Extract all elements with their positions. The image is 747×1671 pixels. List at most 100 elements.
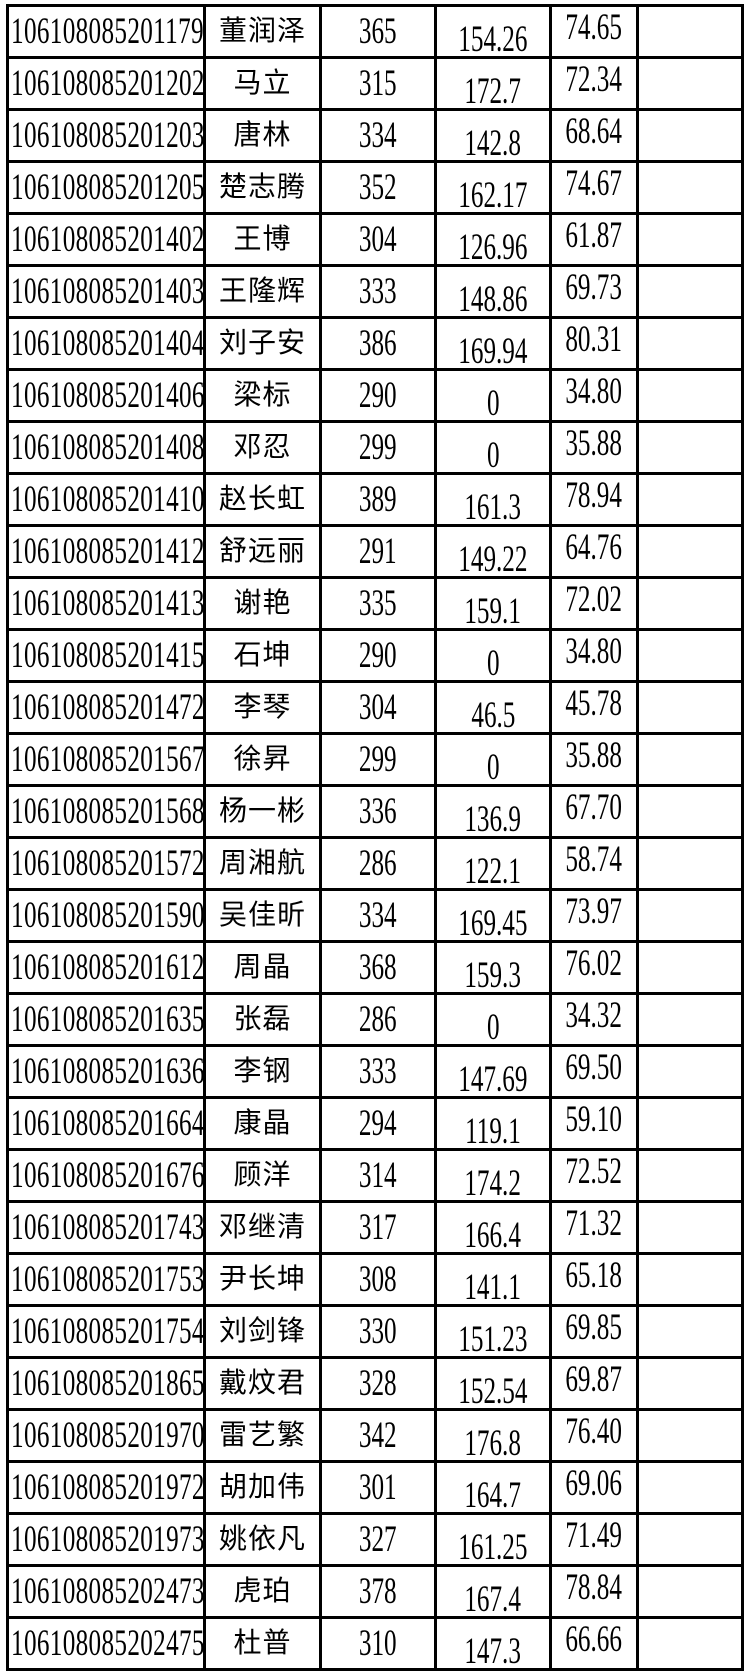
name-cell-text: 王隆辉: [218, 275, 306, 307]
score2-cell: 159.3: [434, 940, 552, 995]
score2-cell: 162.17: [434, 160, 552, 215]
score1-cell-text: 301: [359, 1467, 397, 1508]
table-row: 106108085201403 王隆辉 333 148.86 69.73: [6, 264, 744, 319]
name-cell-text: 唐林: [233, 119, 292, 151]
score2-cell-text: 122.1: [464, 851, 522, 890]
id-cell-text: 106108085201179: [11, 11, 204, 52]
id-cell: 106108085201472: [6, 680, 206, 735]
score3-cell: 68.64: [549, 108, 639, 163]
score2-cell: 148.86: [434, 264, 552, 319]
empty-cell: [636, 628, 744, 683]
score1-cell-text: 342: [359, 1415, 397, 1456]
id-cell-text: 106108085201664: [11, 1103, 205, 1144]
name-cell: 张磊: [203, 992, 322, 1047]
score3-cell-text: 72.02: [565, 579, 623, 620]
table-row: 106108085202475 杜普 310 147.3 66.66: [6, 1616, 744, 1671]
score1-cell: 299: [319, 732, 437, 787]
score2-cell-text: 0: [486, 1007, 500, 1046]
score1-cell-text: 352: [359, 167, 397, 208]
score1-cell-text: 310: [359, 1623, 397, 1664]
score3-cell: 76.02: [549, 940, 639, 995]
score1-cell-text: 304: [359, 219, 397, 260]
score3-cell: 66.66: [549, 1616, 639, 1671]
id-cell: 106108085201754: [6, 1304, 206, 1359]
empty-cell: [636, 212, 744, 267]
empty-cell: [636, 368, 744, 423]
score3-cell: 69.87: [549, 1356, 639, 1411]
table-row: 106108085201972 胡加伟 301 164.7 69.06: [6, 1460, 744, 1515]
id-cell: 106108085201413: [6, 576, 206, 631]
score2-cell-text: 176.8: [464, 1423, 522, 1462]
score1-cell: 328: [319, 1356, 437, 1411]
id-cell-text: 106108085201568: [11, 791, 205, 832]
score3-cell-text: 78.84: [565, 1567, 623, 1608]
score1-cell: 333: [319, 1044, 437, 1099]
score2-cell-text: 162.17: [458, 175, 528, 214]
id-cell-text: 106108085201973: [11, 1519, 205, 1560]
score3-cell-text: 35.88: [565, 423, 623, 464]
id-cell-text: 106108085201636: [11, 1051, 205, 1092]
score1-cell-text: 304: [359, 687, 397, 728]
score2-cell: 142.8: [434, 108, 552, 163]
name-cell: 邓继清: [203, 1200, 322, 1255]
score3-cell: 61.87: [549, 212, 639, 267]
id-cell-text: 106108085201412: [11, 531, 205, 572]
score1-cell-text: 314: [359, 1155, 397, 1196]
id-cell: 106108085202475: [6, 1616, 206, 1671]
id-cell: 106108085201972: [6, 1460, 206, 1515]
table-row: 106108085201568 杨一彬 336 136.9 67.70: [6, 784, 744, 839]
id-cell: 106108085201202: [6, 56, 206, 111]
score2-cell: 169.94: [434, 316, 552, 371]
empty-cell: [636, 1304, 744, 1359]
score3-cell-text: 76.02: [565, 943, 623, 984]
score1-cell: 378: [319, 1564, 437, 1619]
score1-cell-text: 330: [359, 1311, 397, 1352]
score3-cell: 34.32: [549, 992, 639, 1047]
score1-cell: 304: [319, 212, 437, 267]
name-cell: 吴佳昕: [203, 888, 322, 943]
name-cell: 戴炆君: [203, 1356, 322, 1411]
id-cell: 106108085201568: [6, 784, 206, 839]
id-cell-text: 106108085201410: [11, 479, 205, 520]
score3-cell-text: 69.87: [565, 1359, 623, 1400]
score2-cell-text: 0: [486, 643, 500, 682]
score1-cell: 389: [319, 472, 437, 527]
score1-cell: 333: [319, 264, 437, 319]
id-cell: 106108085201402: [6, 212, 206, 267]
empty-cell: [636, 1408, 744, 1463]
name-cell: 唐林: [203, 108, 322, 163]
score3-cell-text: 34.80: [565, 631, 623, 672]
table-row: 106108085201572 周湘航 286 122.1 58.74: [6, 836, 744, 891]
score1-cell-text: 290: [359, 375, 397, 416]
id-cell: 106108085201203: [6, 108, 206, 163]
name-cell: 徐昇: [203, 732, 322, 787]
name-cell: 胡加伟: [203, 1460, 322, 1515]
name-cell-text: 李琴: [233, 691, 292, 723]
table-row: 106108085201743 邓继清 317 166.4 71.32: [6, 1200, 744, 1255]
score2-cell: 0: [434, 628, 552, 683]
empty-cell: [636, 992, 744, 1047]
score1-cell-text: 334: [359, 895, 397, 936]
name-cell-text: 顾洋: [233, 1159, 292, 1191]
score2-cell: 154.26: [434, 4, 552, 59]
score2-cell: 0: [434, 420, 552, 475]
name-cell: 周晶: [203, 940, 322, 995]
score2-cell: 152.54: [434, 1356, 552, 1411]
score2-cell: 169.45: [434, 888, 552, 943]
name-cell: 谢艳: [203, 576, 322, 631]
name-cell: 舒远丽: [203, 524, 322, 579]
score2-cell: 174.2: [434, 1148, 552, 1203]
id-cell-text: 106108085201404: [11, 323, 205, 364]
empty-cell: [636, 784, 744, 839]
table-row: 106108085201635 张磊 286 0 34.32: [6, 992, 744, 1047]
id-cell: 106108085201612: [6, 940, 206, 995]
name-cell: 王博: [203, 212, 322, 267]
name-cell: 顾洋: [203, 1148, 322, 1203]
table-row: 106108085201203 唐林 334 142.8 68.64: [6, 108, 744, 163]
name-cell-text: 梁标: [233, 379, 292, 411]
id-cell-text: 106108085201408: [11, 427, 205, 468]
score1-cell: 336: [319, 784, 437, 839]
score1-cell-text: 315: [359, 63, 397, 104]
score2-cell-text: 169.94: [458, 331, 528, 370]
score2-cell-text: 147.3: [464, 1631, 522, 1670]
